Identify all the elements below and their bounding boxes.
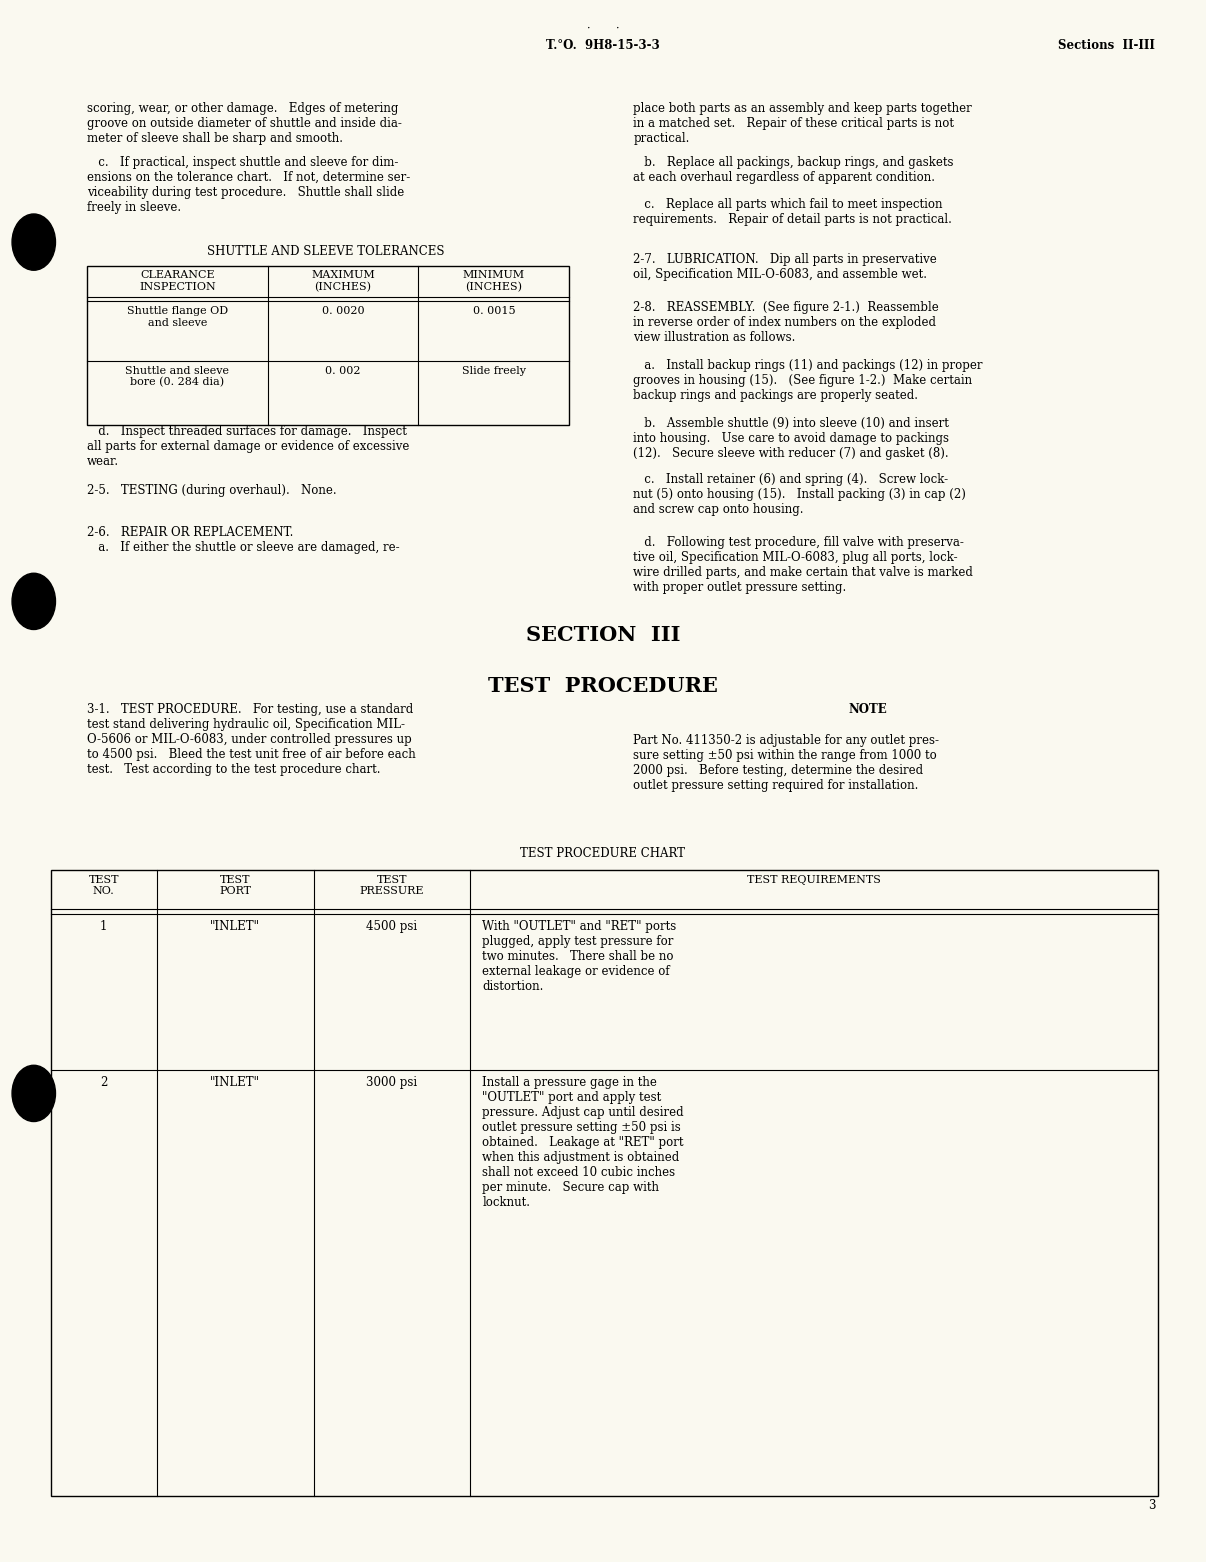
Text: "INLET": "INLET" — [210, 920, 260, 933]
Text: MAXIMUM
(INCHES): MAXIMUM (INCHES) — [311, 270, 375, 292]
Text: TEST
NO.: TEST NO. — [88, 875, 119, 897]
Text: place both parts as an assembly and keep parts together
in a matched set.   Repa: place both parts as an assembly and keep… — [633, 102, 972, 145]
Text: T.°O.  9H8-15-3-3: T.°O. 9H8-15-3-3 — [546, 39, 660, 52]
Text: b.   Replace all packings, backup rings, and gaskets
at each overhaul regardless: b. Replace all packings, backup rings, a… — [633, 156, 954, 184]
Text: TEST
PORT: TEST PORT — [219, 875, 251, 897]
Text: ·: · — [616, 23, 619, 33]
Text: SECTION  III: SECTION III — [526, 625, 680, 645]
Text: 2-5.   TESTING (during overhaul).   None.: 2-5. TESTING (during overhaul). None. — [87, 484, 336, 497]
Text: c.   Install retainer (6) and spring (4).   Screw lock-
nut (5) onto housing (15: c. Install retainer (6) and spring (4). … — [633, 473, 966, 517]
Text: 0. 0020: 0. 0020 — [322, 306, 364, 316]
Text: 1: 1 — [100, 920, 107, 933]
Text: Part No. 411350-2 is adjustable for any outlet pres-
sure setting ±50 psi within: Part No. 411350-2 is adjustable for any … — [633, 734, 939, 792]
Text: 2-8.   REASSEMBLY.  (See figure 2-1.)  Reassemble
in reverse order of index numb: 2-8. REASSEMBLY. (See figure 2-1.) Reass… — [633, 301, 939, 345]
Text: 3-1.   TEST PROCEDURE.   For testing, use a standard
test stand delivering hydra: 3-1. TEST PROCEDURE. For testing, use a … — [87, 703, 416, 776]
Text: 0. 0015: 0. 0015 — [473, 306, 515, 316]
Text: a.   Install backup rings (11) and packings (12) in proper
grooves in housing (1: a. Install backup rings (11) and packing… — [633, 359, 983, 403]
Text: Install a pressure gage in the
"OUTLET" port and apply test
pressure. Adjust cap: Install a pressure gage in the "OUTLET" … — [482, 1076, 684, 1209]
Text: TEST PROCEDURE CHART: TEST PROCEDURE CHART — [521, 847, 685, 859]
Text: d.   Following test procedure, fill valve with preserva-
tive oil, Specification: d. Following test procedure, fill valve … — [633, 536, 973, 594]
Text: 2-6.   REPAIR OR REPLACEMENT.
   a.   If either the shuttle or sleeve are damage: 2-6. REPAIR OR REPLACEMENT. a. If either… — [87, 526, 399, 555]
Text: 0. 002: 0. 002 — [326, 366, 361, 375]
Text: c.   Replace all parts which fail to meet inspection
requirements.   Repair of d: c. Replace all parts which fail to meet … — [633, 198, 952, 226]
Text: 4500 psi: 4500 psi — [367, 920, 417, 933]
Text: CLEARANCE
INSPECTION: CLEARANCE INSPECTION — [139, 270, 216, 292]
Text: TEST
PRESSURE: TEST PRESSURE — [359, 875, 425, 897]
Text: MINIMUM
(INCHES): MINIMUM (INCHES) — [463, 270, 525, 292]
Text: Shuttle and sleeve
bore (0. 284 dia): Shuttle and sleeve bore (0. 284 dia) — [125, 366, 229, 387]
Text: d.   Inspect threaded surfaces for damage.   Inspect
all parts for external dama: d. Inspect threaded surfaces for damage.… — [87, 425, 409, 469]
Text: 2-7.   LUBRICATION.   Dip all parts in preservative
oil, Specification MIL-O-608: 2-7. LUBRICATION. Dip all parts in prese… — [633, 253, 937, 281]
Text: 3000 psi: 3000 psi — [367, 1076, 417, 1089]
Text: NOTE: NOTE — [849, 703, 888, 715]
Text: ·: · — [587, 23, 590, 33]
Text: Slide freely: Slide freely — [462, 366, 526, 375]
Text: "INLET": "INLET" — [210, 1076, 260, 1089]
Text: 3: 3 — [1148, 1500, 1155, 1512]
Text: SHUTTLE AND SLEEVE TOLERANCES: SHUTTLE AND SLEEVE TOLERANCES — [207, 245, 444, 258]
Text: b.   Assemble shuttle (9) into sleeve (10) and insert
into housing.   Use care t: b. Assemble shuttle (9) into sleeve (10)… — [633, 417, 949, 461]
Text: Shuttle flange OD
and sleeve: Shuttle flange OD and sleeve — [127, 306, 228, 328]
Text: TEST REQUIREMENTS: TEST REQUIREMENTS — [747, 875, 882, 884]
Text: c.   If practical, inspect shuttle and sleeve for dim-
ensions on the tolerance : c. If practical, inspect shuttle and sle… — [87, 156, 410, 214]
Text: scoring, wear, or other damage.   Edges of metering
groove on outside diameter o: scoring, wear, or other damage. Edges of… — [87, 102, 402, 145]
Text: 2: 2 — [100, 1076, 107, 1089]
Text: With "OUTLET" and "RET" ports
plugged, apply test pressure for
two minutes.   Th: With "OUTLET" and "RET" ports plugged, a… — [482, 920, 677, 993]
Text: TEST  PROCEDURE: TEST PROCEDURE — [488, 676, 718, 697]
Text: Sections  II-III: Sections II-III — [1059, 39, 1155, 52]
